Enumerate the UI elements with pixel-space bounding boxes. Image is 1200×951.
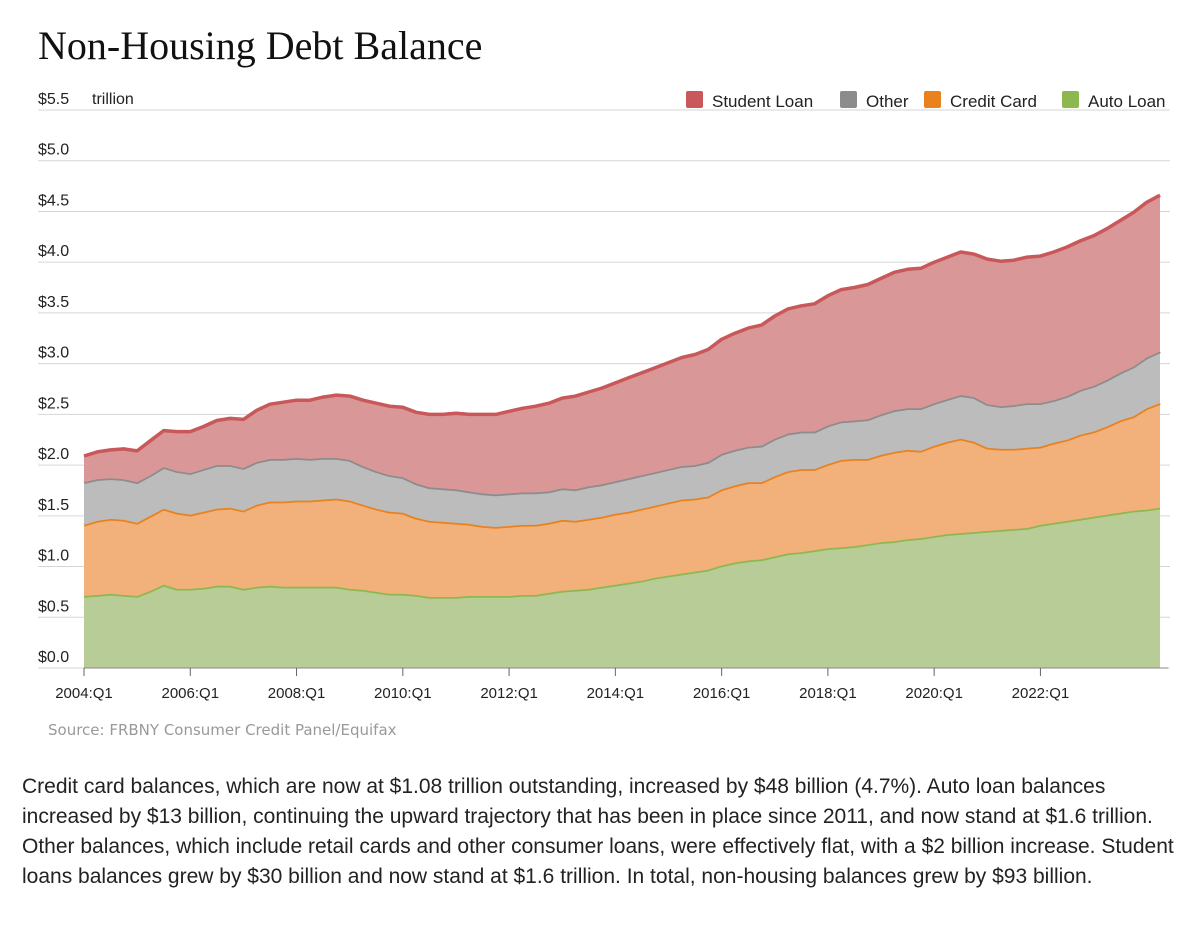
x-tick-label: 2006:Q1 bbox=[161, 685, 219, 702]
y-unit-label: trillion bbox=[92, 91, 134, 108]
area-auto-loan bbox=[84, 507, 1160, 668]
y-tick-label: $2.5 bbox=[38, 395, 69, 412]
chart-title: Non-Housing Debt Balance bbox=[38, 23, 483, 68]
x-tick-label: 2008:Q1 bbox=[268, 685, 326, 702]
y-tick-label: $1.0 bbox=[38, 548, 69, 565]
chart-caption: Credit card balances, which are now at $… bbox=[22, 775, 1174, 888]
y-tick-label: $5.0 bbox=[38, 142, 69, 159]
legend-swatch-student-loan bbox=[686, 91, 703, 108]
area-other bbox=[84, 351, 1160, 527]
legend-swatch-credit-card bbox=[924, 91, 941, 108]
y-tick-label: $0.0 bbox=[38, 649, 69, 666]
y-tick-label: $4.5 bbox=[38, 192, 69, 209]
y-tick-label: $1.5 bbox=[38, 497, 69, 514]
legend-label-auto-loan: Auto Loan bbox=[1088, 92, 1166, 111]
area-credit-card bbox=[84, 403, 1160, 597]
x-tick-label: 2004:Q1 bbox=[55, 685, 113, 702]
legend-label-other: Other bbox=[866, 92, 909, 111]
x-tick-label: 2016:Q1 bbox=[693, 685, 751, 702]
y-tick-label: $4.0 bbox=[38, 243, 69, 260]
legend-swatch-auto-loan bbox=[1062, 91, 1079, 108]
x-tick-label: 2014:Q1 bbox=[587, 685, 645, 702]
area-student-loan bbox=[84, 195, 1160, 495]
x-tick-label: 2022:Q1 bbox=[1012, 685, 1070, 702]
y-tick-label: $5.5 bbox=[38, 91, 69, 108]
y-tick-label: $3.5 bbox=[38, 294, 69, 311]
x-tick-label: 2018:Q1 bbox=[799, 685, 857, 702]
legend-label-credit-card: Credit Card bbox=[950, 92, 1037, 111]
legend-swatch-other bbox=[840, 91, 857, 108]
x-tick-label: 2012:Q1 bbox=[480, 685, 538, 702]
source-note: Source: FRBNY Consumer Credit Panel/Equi… bbox=[48, 721, 397, 739]
y-tick-label: $3.0 bbox=[38, 345, 69, 362]
chart-canvas: $0.0 $0.5 $1.0 $1.5 $2.0 $2.5 $3.0 $3.5 $4.0 $4.5… bbox=[38, 91, 1170, 739]
series-line-student-loan bbox=[83, 193, 1161, 458]
y-tick-label: $2.0 bbox=[38, 446, 69, 463]
legend-label-student-loan: Student Loan bbox=[712, 92, 813, 111]
x-tick-label: 2020:Q1 bbox=[905, 685, 963, 702]
y-tick-label: $0.5 bbox=[38, 598, 69, 615]
x-tick-label: 2010:Q1 bbox=[374, 685, 432, 702]
